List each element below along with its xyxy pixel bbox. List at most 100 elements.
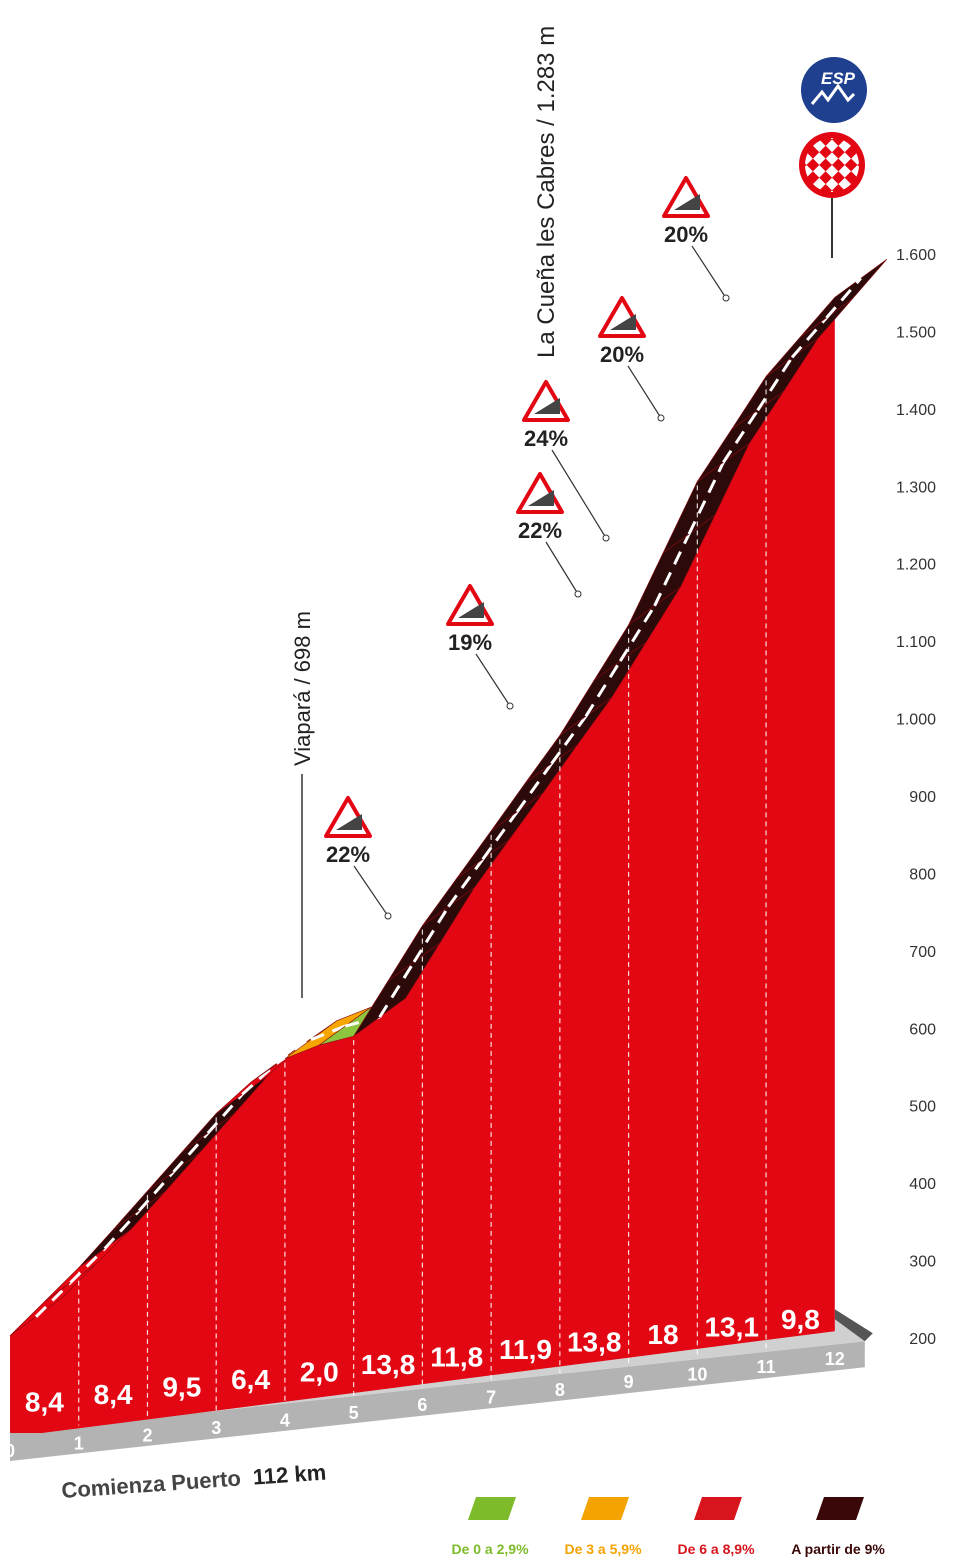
x-tick-label: 11	[757, 1357, 776, 1377]
road-dashes	[378, 961, 416, 1018]
km-gradient-label: 8,4	[25, 1386, 64, 1417]
checker-square	[819, 184, 832, 192]
legend-label: De 6 a 8,9%	[677, 1541, 755, 1557]
checker-square	[787, 165, 800, 178]
y-tick-label: 200	[909, 1331, 936, 1348]
road-dashes	[687, 461, 725, 535]
x-tick-label: 3	[211, 1418, 221, 1438]
x-axis-ticks: 0 1 2 3 4 5 6 7 8 9 10 11 12	[5, 1349, 845, 1461]
road-dashes	[550, 715, 588, 765]
summit-annotation: Viapará / 698 m	[290, 611, 315, 766]
finish-markers: ESP	[787, 57, 867, 258]
base-strip-face	[10, 1341, 865, 1461]
km-gradient-label: 11,8	[430, 1341, 483, 1372]
legend-swatch	[694, 1497, 742, 1520]
x-tick-label: 4	[280, 1410, 290, 1430]
max-gradient-markers: 22% 19% 22% 24% 20% 20%	[324, 176, 730, 920]
km-gradient-label: 11,9	[499, 1334, 552, 1365]
km-gradient-label: 13,1	[704, 1311, 759, 1342]
max-gradient-label: 24%	[524, 426, 568, 451]
y-tick-label: 400	[909, 1176, 936, 1193]
y-axis-ticks: 200 300 400 500 600 700 800 900 1.000 1.100 1.200 1…	[896, 247, 936, 1348]
km-gradient-label: 9,5	[162, 1371, 201, 1402]
road-dashes	[756, 356, 794, 412]
road-dashes	[103, 1209, 141, 1250]
warning-triangle-icon	[522, 380, 570, 422]
road-dashes	[447, 858, 484, 908]
max-gradient-leader	[691, 245, 727, 299]
road-dashes	[653, 533, 691, 607]
max-gradient-point	[384, 912, 392, 920]
y-tick-label: 1.100	[896, 634, 936, 651]
max-gradient-label: 20%	[664, 222, 708, 247]
legend-swatch	[468, 1497, 516, 1520]
esp-badge-text: ESP	[821, 69, 856, 88]
x-tick-label: 8	[555, 1380, 565, 1400]
max-gradient-point	[657, 414, 665, 422]
max-gradient-point	[574, 590, 582, 598]
y-tick-label: 1.500	[896, 324, 936, 341]
road-dashes	[412, 905, 450, 963]
road-dashes	[515, 762, 553, 813]
road-dashes	[790, 316, 828, 359]
y-tick-label: 1.600	[896, 247, 936, 264]
base-strip-end	[834, 1309, 873, 1342]
mountain-icon	[810, 83, 856, 105]
max-gradient-leader	[627, 365, 662, 419]
legend-label: De 0 a 2,9%	[451, 1541, 529, 1557]
road-dashes	[172, 1132, 209, 1173]
max-gradient-leader	[551, 449, 607, 539]
legend-label: A partir de 9%	[791, 1541, 885, 1557]
km-gradient-labels: 8,4 8,4 9,5 6,4 2,0 13,8 11,8 11,9 13,8 18 13,1 9,8	[25, 1304, 820, 1417]
road-dashes	[69, 1247, 106, 1284]
km-gradient-label: 8,4	[94, 1379, 133, 1410]
max-gradient-label: 20%	[600, 342, 644, 367]
warning-triangle-icon	[516, 472, 564, 514]
road-dashes	[34, 1281, 72, 1318]
km-gradient-label: 13,8	[361, 1349, 416, 1380]
road-dashes	[618, 605, 656, 662]
road-dashes	[584, 660, 622, 718]
start-caption: Comienza Puerto 112 km	[61, 1460, 327, 1503]
y-tick-label: 900	[909, 789, 936, 806]
y-tick-label: 800	[909, 866, 936, 883]
slope-icon	[458, 602, 484, 618]
x-tick-label: 10	[687, 1365, 707, 1385]
legend-swatch	[816, 1497, 864, 1520]
road-dashes	[722, 409, 759, 464]
legend-swatch	[581, 1497, 629, 1520]
warning-triangle-icon	[598, 296, 646, 338]
x-tick-label: 7	[486, 1387, 496, 1407]
summit-annotation: La Cueña les Cabres / 1.283 m	[533, 26, 560, 358]
slope-icon	[336, 814, 362, 830]
road-dashes	[825, 277, 862, 319]
y-tick-label: 600	[909, 1021, 936, 1038]
x-tick-label: 12	[825, 1349, 845, 1369]
max-gradient-label: 22%	[326, 842, 370, 867]
warning-triangle-icon	[662, 176, 710, 218]
profile-road	[9, 259, 888, 1336]
start-label: Comienza Puerto	[61, 1466, 242, 1503]
x-tick-label: 6	[417, 1395, 427, 1415]
km-gradient-label: 9,8	[781, 1304, 820, 1335]
km-gradient-label: 18	[647, 1319, 678, 1350]
checker-square	[832, 197, 845, 210]
max-gradient-point	[506, 702, 514, 710]
max-gradient-label: 22%	[518, 518, 562, 543]
y-tick-label: 700	[909, 944, 936, 961]
km-gradient-label: 6,4	[231, 1364, 270, 1395]
max-gradient-point	[602, 534, 610, 542]
x-tick-label: 5	[349, 1403, 359, 1423]
slope-icon	[674, 194, 700, 210]
max-gradient-point	[722, 294, 730, 302]
warning-triangle-icon	[324, 796, 372, 838]
max-gradient-leader	[353, 865, 389, 917]
y-tick-label: 500	[909, 1099, 936, 1116]
summit-annotations: Viapará / 698 m La Cueña les Cabres / 1.2…	[290, 26, 560, 998]
road-dashes	[310, 1024, 346, 1042]
x-tick-label: 1	[74, 1433, 84, 1453]
legend-label: De 3 a 5,9%	[564, 1541, 642, 1557]
start-caption-text: Comienza Puerto 112 km	[61, 1460, 327, 1503]
slope-icon	[534, 398, 560, 414]
